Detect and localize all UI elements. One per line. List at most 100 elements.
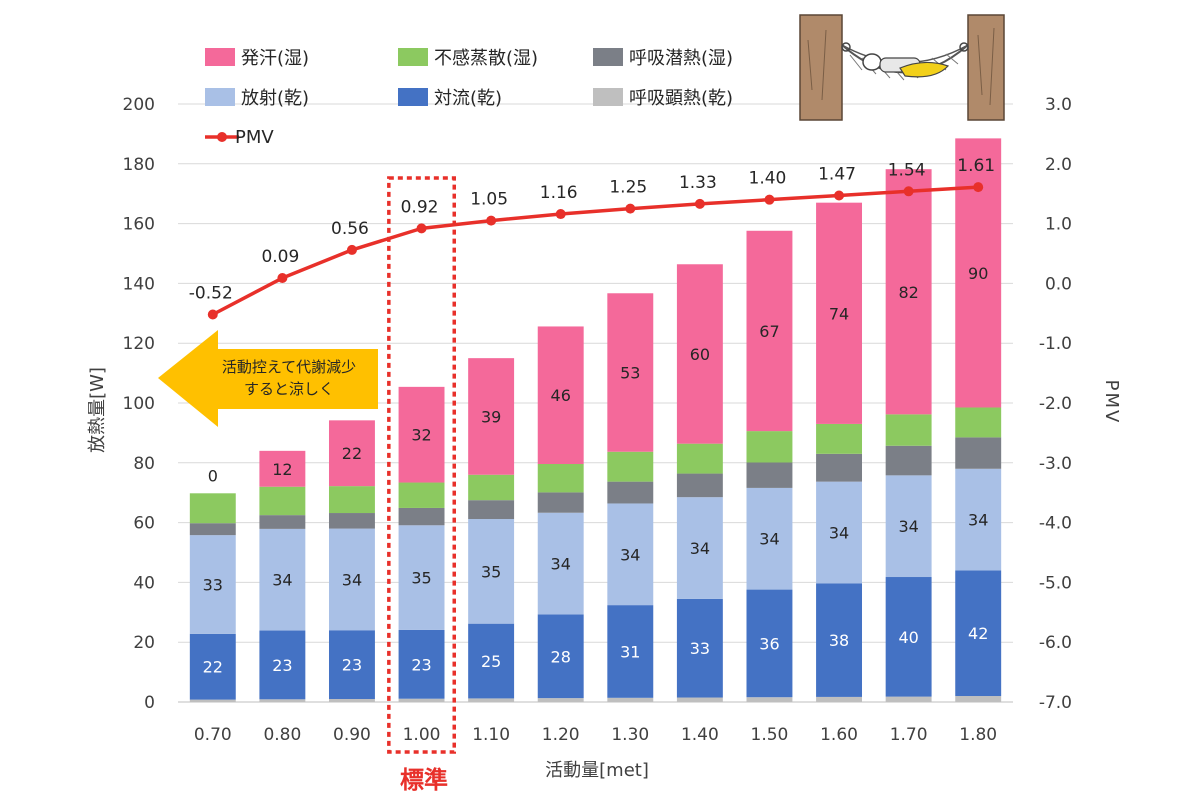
x-tick-label: 1.70 <box>890 725 928 745</box>
bar-segment <box>259 486 306 516</box>
bar-value-label: 0 <box>208 466 218 485</box>
bar-segment <box>816 453 863 482</box>
bar-segment <box>607 481 654 504</box>
pmv-point <box>555 209 566 220</box>
bar-value-label: 33 <box>203 575 223 594</box>
bar-value-label: 46 <box>551 386 571 405</box>
y-right-tick-label: -1.0 <box>1039 334 1072 354</box>
bar-value-label: 34 <box>551 555 571 574</box>
y-left-tick-label: 60 <box>133 514 155 534</box>
bar-segment <box>746 230 793 432</box>
pmv-point <box>764 194 775 205</box>
bar-value-label: 34 <box>690 539 710 558</box>
bar-value-label: 34 <box>342 570 362 589</box>
pmv-value-label: 1.33 <box>679 173 717 193</box>
x-tick-label: 1.40 <box>681 725 719 745</box>
legend-swatch <box>398 88 428 106</box>
bar-segment <box>328 513 375 529</box>
bar-segment <box>676 264 723 444</box>
bar-segment <box>537 326 584 464</box>
pmv-value-label: 1.40 <box>749 169 787 189</box>
y-right-tick-label: -2.0 <box>1039 394 1072 414</box>
bar-segment <box>468 474 515 501</box>
legend-label: 呼吸顕熱(乾) <box>629 88 733 109</box>
y-left-tick-label: 120 <box>123 334 155 354</box>
bar-segment <box>885 445 932 476</box>
legend-label: 放射(乾) <box>241 88 309 109</box>
bar-segment <box>885 414 932 446</box>
x-tick-label: 0.80 <box>263 725 301 745</box>
left-arrow-shape <box>158 330 378 427</box>
pmv-point <box>416 223 427 234</box>
bar-segment <box>955 570 1002 697</box>
bar-segment <box>885 577 932 697</box>
bar-value-label: 23 <box>411 655 431 674</box>
bar-segment <box>537 463 584 493</box>
y-axis-right-title: PMV <box>1101 380 1122 425</box>
bar-segment <box>746 462 793 488</box>
pmv-point <box>973 182 984 193</box>
bar-segment <box>398 482 445 508</box>
y-left-tick-label: 20 <box>133 633 155 653</box>
bar-value-label: 12 <box>272 460 292 479</box>
bar-segment <box>259 699 306 702</box>
x-tick-label: 1.80 <box>959 725 997 745</box>
bar-segment <box>328 699 375 702</box>
bar-value-label: 34 <box>968 511 988 530</box>
pmv-point <box>486 215 497 226</box>
x-tick-label: 1.50 <box>751 725 789 745</box>
y-left-tick-label: 0 <box>144 693 155 713</box>
y-left-tick-label: 40 <box>133 573 155 593</box>
bar-segment <box>885 696 932 702</box>
annotation-arrow: 活動控えて代謝減少 すると涼しく <box>158 330 378 427</box>
bar-segment <box>259 450 306 487</box>
x-tick-label: 1.60 <box>820 725 858 745</box>
y-right-tick-label: 0.0 <box>1045 274 1072 294</box>
y-axis-left-title: 放熱量[W] <box>87 367 108 453</box>
x-tick-label: 1.10 <box>472 725 510 745</box>
bar-segment <box>398 525 445 630</box>
y-left-tick-label: 80 <box>133 454 155 474</box>
standard-highlight <box>387 176 456 754</box>
legend: 発汗(湿) 不感蒸散(湿) 呼吸潜熱(湿) 放射(乾) 対流(乾) 呼吸顕熱(乾) PMV <box>205 48 733 148</box>
bar-segment <box>468 519 515 624</box>
legend-swatch <box>398 48 428 66</box>
standard-dashed-box <box>387 176 456 754</box>
bar-value-label: 34 <box>829 523 849 542</box>
bar-value-label: 34 <box>898 517 918 536</box>
bar-segment <box>955 468 1002 571</box>
bar-value-label: 33 <box>690 639 710 658</box>
bar-segment <box>468 623 515 699</box>
bar-value-label: 82 <box>898 283 918 302</box>
pmv-point <box>834 190 845 201</box>
bar-segment <box>746 697 793 702</box>
bar-segment <box>885 169 932 415</box>
bar-segment <box>328 420 375 487</box>
pmv-line-series: -0.52 0.09 0.56 0.92 1.05 1.16 1.25 1.33 1.40 1.4… <box>189 156 995 320</box>
x-axis-title: 活動量[met] <box>545 760 649 781</box>
bar-value-label: 28 <box>551 647 571 666</box>
y-right-tick-label: -5.0 <box>1039 573 1072 593</box>
bar-segment <box>607 293 654 452</box>
bar-segment <box>189 699 236 702</box>
bar-value-label: 34 <box>759 530 779 549</box>
bar-value-label: 90 <box>968 264 988 283</box>
y-right-tick-label: -3.0 <box>1039 454 1072 474</box>
bar-segment <box>607 503 654 606</box>
y-right-tick-label: -7.0 <box>1039 693 1072 713</box>
bar-segment <box>398 386 445 483</box>
hammock-illustration <box>799 14 1005 121</box>
pmv-point <box>625 203 636 214</box>
bar-value-label: 74 <box>829 304 849 323</box>
y-right-tick-label: 3.0 <box>1045 95 1072 115</box>
pmv-value-label: 1.05 <box>470 190 508 210</box>
pmv-point <box>277 273 288 284</box>
bar-segment <box>676 598 723 698</box>
bar-value-label: 31 <box>620 642 640 661</box>
annotation-line-2: すると涼しく <box>244 380 334 398</box>
pmv-value-label: 1.25 <box>609 178 647 198</box>
bar-segment <box>816 481 863 584</box>
bar-segment <box>607 451 654 482</box>
y-right-tick-label: -6.0 <box>1039 633 1072 653</box>
